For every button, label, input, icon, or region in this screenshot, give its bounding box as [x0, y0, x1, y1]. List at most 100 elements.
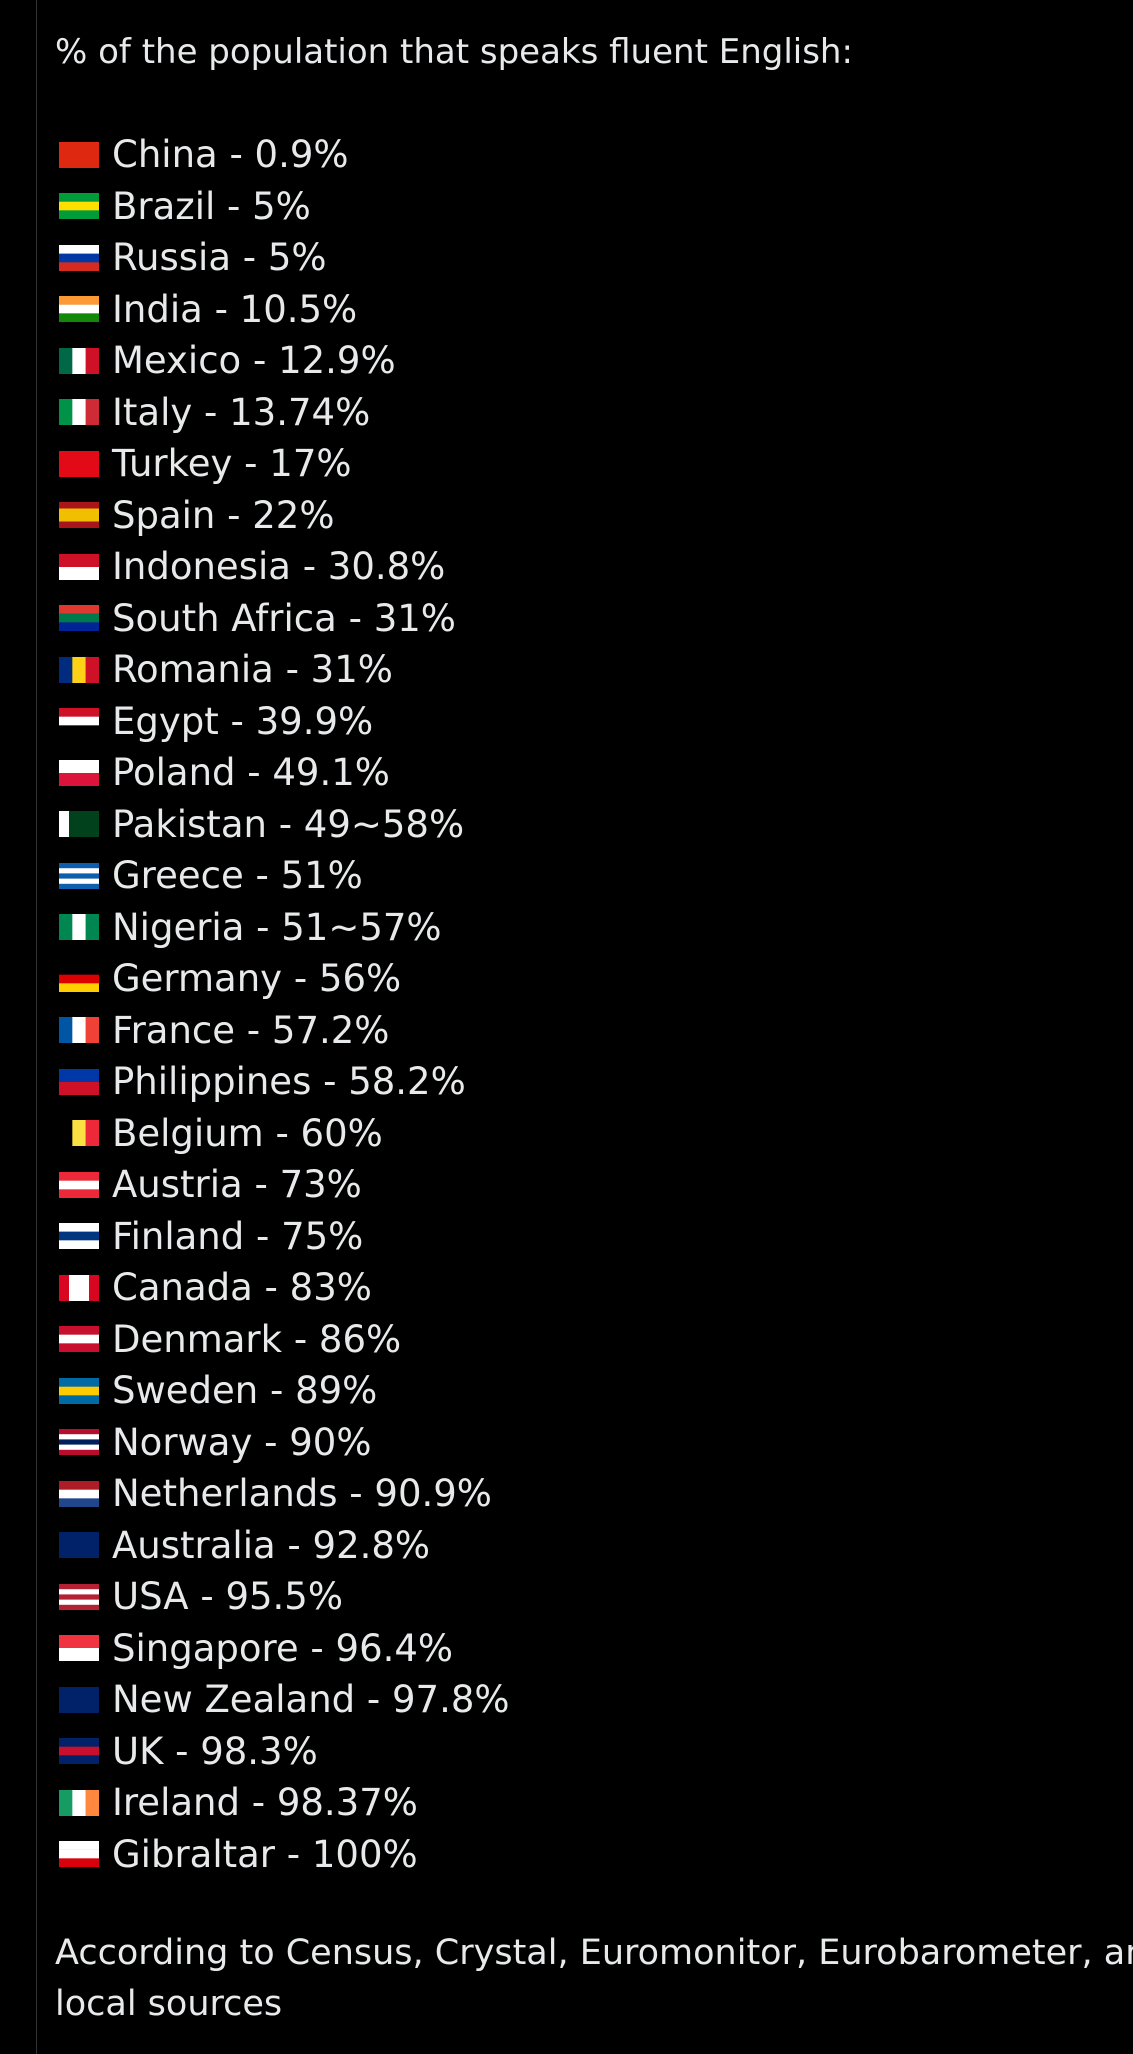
flag-icon — [59, 862, 99, 889]
country-text: Germany - 56% — [112, 957, 402, 1001]
country-text: Russia - 5% — [112, 236, 327, 280]
country-row: Germany - 56% — [59, 953, 510, 1005]
country-row: Norway - 90% — [59, 1417, 510, 1469]
country-row: Austria - 73% — [59, 1159, 510, 1211]
country-text: Australia - 92.8% — [112, 1523, 431, 1567]
country-row: Indonesia - 30.8% — [59, 541, 510, 593]
country-row: Belgium - 60% — [59, 1108, 510, 1160]
post-heading: % of the population that speaks fluent E… — [55, 32, 853, 72]
country-text: China - 0.9% — [112, 133, 349, 177]
country-text: Turkey - 17% — [112, 442, 352, 486]
flag-icon — [59, 1171, 99, 1198]
country-text: Italy - 13.74% — [112, 390, 371, 434]
country-row: UK - 98.3% — [59, 1726, 510, 1778]
country-text: Netherlands - 90.9% — [112, 1472, 492, 1516]
flag-icon — [59, 914, 99, 941]
country-row: South Africa - 31% — [59, 593, 510, 645]
flag-icon — [59, 1738, 99, 1765]
flag-icon — [59, 553, 99, 580]
country-row: Australia - 92.8% — [59, 1520, 510, 1572]
flag-icon — [59, 399, 99, 426]
flag-icon — [59, 1686, 99, 1713]
flag-icon — [59, 1635, 99, 1662]
flag-icon — [59, 1841, 99, 1868]
country-text: Indonesia - 30.8% — [112, 545, 446, 589]
country-row: Mexico - 12.9% — [59, 335, 510, 387]
country-row: Sweden - 89% — [59, 1365, 510, 1417]
country-row: Denmark - 86% — [59, 1314, 510, 1366]
country-row: France - 57.2% — [59, 1005, 510, 1057]
footer-line: According to Census, Crystal, Euromonito… — [55, 1933, 1133, 1973]
flag-icon — [59, 965, 99, 992]
country-list: China - 0.9% Brazil - 5% Russia - 5% India … — [59, 129, 510, 1880]
country-text: Philippines - 58.2% — [112, 1060, 466, 1104]
country-text: Poland - 49.1% — [112, 751, 390, 795]
country-row: Gibraltar - 100% — [59, 1829, 510, 1881]
country-row: Poland - 49.1% — [59, 747, 510, 799]
thread-rail — [36, 0, 37, 2054]
flag-icon — [59, 502, 99, 529]
country-row: Spain - 22% — [59, 490, 510, 542]
country-text: UK - 98.3% — [112, 1729, 318, 1773]
country-text: Sweden - 89% — [112, 1369, 378, 1413]
flag-icon — [59, 656, 99, 683]
flag-icon — [59, 1480, 99, 1507]
country-text: Austria - 73% — [112, 1163, 362, 1207]
country-row: Netherlands - 90.9% — [59, 1468, 510, 1520]
country-row: Philippines - 58.2% — [59, 1056, 510, 1108]
country-row: Greece - 51% — [59, 850, 510, 902]
flag-icon — [59, 193, 99, 220]
flag-icon — [59, 141, 99, 168]
country-row: Italy - 13.74% — [59, 387, 510, 439]
flag-icon — [59, 1120, 99, 1147]
country-text: Egypt - 39.9% — [112, 699, 374, 743]
country-row: India - 10.5% — [59, 284, 510, 336]
country-text: France - 57.2% — [112, 1008, 390, 1052]
country-text: Ireland - 98.37% — [112, 1781, 418, 1825]
country-row: USA - 95.5% — [59, 1571, 510, 1623]
flag-icon — [59, 1789, 99, 1816]
country-row: Canada - 83% — [59, 1262, 510, 1314]
country-text: Norway - 90% — [112, 1420, 372, 1464]
flag-icon — [59, 244, 99, 271]
flag-icon — [59, 811, 99, 838]
flag-icon — [59, 708, 99, 735]
country-row: Brazil - 5% — [59, 181, 510, 233]
footer-line: local sources — [55, 1984, 283, 2024]
flag-icon — [59, 1068, 99, 1095]
country-row: Nigeria - 51~57% — [59, 902, 510, 954]
country-text: Spain - 22% — [112, 493, 335, 537]
country-row: Russia - 5% — [59, 232, 510, 284]
country-text: India - 10.5% — [112, 287, 358, 331]
country-row: China - 0.9% — [59, 129, 510, 181]
country-text: Canada - 83% — [112, 1266, 372, 1310]
flag-icon — [59, 1429, 99, 1456]
country-text: Mexico - 12.9% — [112, 339, 396, 383]
country-text: Gibraltar - 100% — [112, 1832, 418, 1876]
country-text: Finland - 75% — [112, 1214, 364, 1258]
post-footer: According to Census, Crystal, Euromonito… — [55, 1928, 1133, 2030]
country-row: Pakistan - 49~58% — [59, 799, 510, 851]
flag-icon — [59, 605, 99, 632]
country-row: New Zealand - 97.8% — [59, 1674, 510, 1726]
country-text: South Africa - 31% — [112, 596, 456, 640]
flag-icon — [59, 1326, 99, 1353]
flag-icon — [59, 1583, 99, 1610]
country-text: Denmark - 86% — [112, 1317, 402, 1361]
country-row: Romania - 31% — [59, 644, 510, 696]
country-text: Belgium - 60% — [112, 1111, 383, 1155]
country-text: Greece - 51% — [112, 854, 363, 898]
country-text: Pakistan - 49~58% — [112, 802, 465, 846]
flag-icon — [59, 1274, 99, 1301]
flag-icon — [59, 296, 99, 323]
country-text: Brazil - 5% — [112, 184, 311, 228]
country-text: Nigeria - 51~57% — [112, 905, 442, 949]
country-row: Egypt - 39.9% — [59, 696, 510, 748]
country-row: Singapore - 96.4% — [59, 1623, 510, 1675]
country-row: Turkey - 17% — [59, 438, 510, 490]
country-text: New Zealand - 97.8% — [112, 1678, 510, 1722]
flag-icon — [59, 450, 99, 477]
flag-icon — [59, 1532, 99, 1559]
flag-icon — [59, 1017, 99, 1044]
